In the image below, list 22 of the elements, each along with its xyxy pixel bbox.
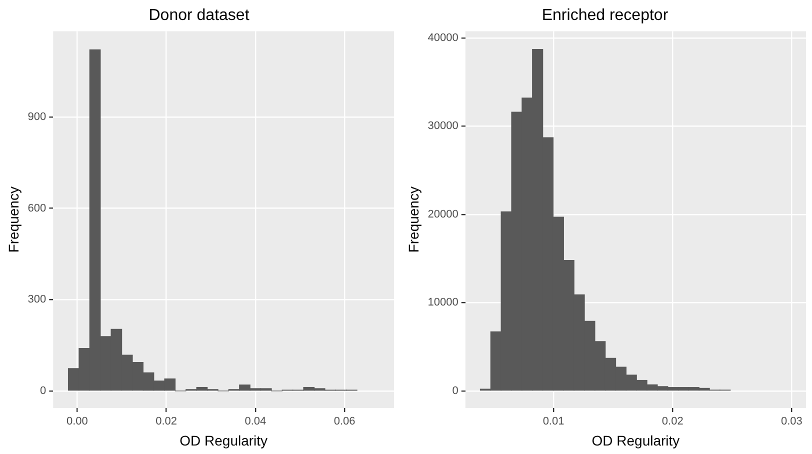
x-tick-label: 0.01	[542, 416, 564, 428]
x-tick-label: 0.02	[156, 416, 178, 428]
y-tick-label: 30000	[428, 120, 458, 132]
y-axis-title: Frequency	[405, 186, 422, 253]
y-tick-label: 300	[28, 294, 46, 306]
y-tick-label: 40000	[428, 32, 458, 44]
y-tick-label: 900	[28, 111, 46, 124]
y-axis-title: Frequency	[5, 186, 22, 253]
x-tick-label: 0.03	[781, 416, 802, 428]
x-tick-label: 0.04	[244, 416, 266, 428]
x-axis-title: OD Regularity	[180, 432, 268, 448]
x-axis-title: OD Regularity	[592, 432, 680, 448]
chart-title: Donor dataset	[148, 7, 250, 24]
x-tick-label: 0.06	[334, 416, 356, 428]
y-tick-label: 10000	[428, 296, 458, 309]
x-tick-label: 0.02	[662, 416, 684, 428]
x-tick-label: 0.00	[66, 416, 88, 428]
y-tick-label: 20000	[428, 208, 458, 220]
y-tick-label: 0	[40, 384, 46, 397]
chart-title: Enriched receptor	[542, 7, 669, 24]
y-tick-label: 0	[452, 384, 458, 397]
y-tick-label: 600	[28, 202, 46, 214]
